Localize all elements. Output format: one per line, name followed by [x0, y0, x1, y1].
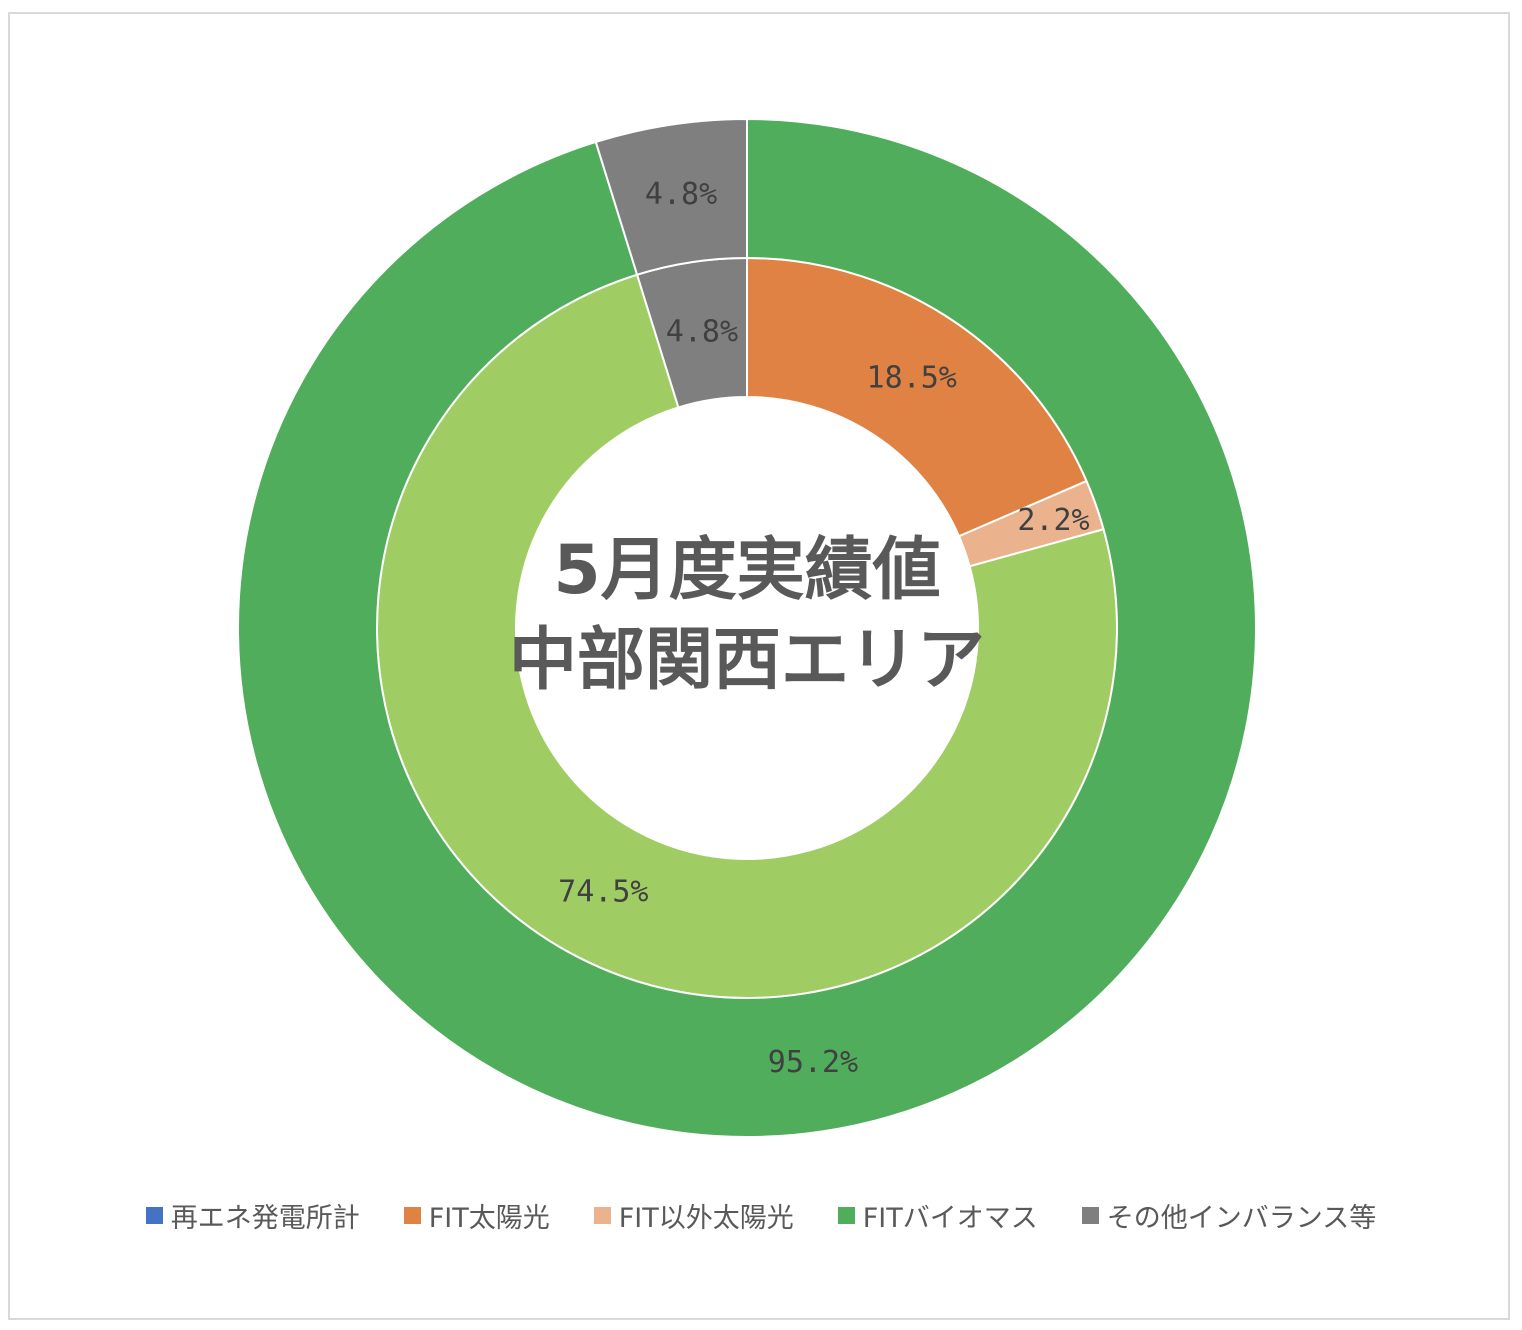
outer-slice-label: 4.8%: [645, 177, 717, 212]
legend-item: 再エネ発電所計: [145, 1196, 360, 1235]
legend-swatch: [593, 1207, 611, 1224]
legend-label: その他インバランス等: [1106, 1203, 1377, 1234]
legend-label: FIT以外太陽光: [618, 1203, 794, 1234]
outer-slice-label: 95.2%: [768, 1045, 858, 1080]
outer-ring-slice: [237, 117, 1257, 1138]
chart-title-line-1: 5月度実績値: [553, 531, 940, 610]
legend-item: FIT以外太陽光: [593, 1196, 794, 1235]
legend-item: FIT太陽光: [403, 1196, 550, 1235]
legend-item: その他インバランス等: [1081, 1196, 1377, 1235]
legend-swatch: [1081, 1207, 1099, 1224]
legend-swatch: [837, 1207, 855, 1224]
chart-rings: [237, 117, 1257, 1138]
inner-slice-label: 2.2%: [1017, 503, 1089, 538]
inner-slice-label: 18.5%: [867, 360, 957, 395]
legend-item: FITバイオマス: [837, 1196, 1038, 1235]
doughnut-chart: 18.5% 2.2% 74.5% 4.8% 95.2% 4.8% 5月度実績値 中部関西エ…: [237, 117, 1257, 1138]
chart-slice-labels: 18.5% 2.2% 74.5% 4.8% 95.2% 4.8%: [558, 177, 1089, 1080]
chart-legend: 再エネ発電所計 FIT太陽光 FIT以外太陽光 FITバイオマス その他インバラ…: [0, 1196, 1522, 1235]
legend-swatch: [403, 1207, 421, 1224]
legend-label: FIT太陽光: [428, 1203, 550, 1234]
inner-slice-label: 4.8%: [666, 314, 738, 349]
legend-label: FITバイオマス: [862, 1203, 1038, 1234]
inner-slice-label: 74.5%: [558, 874, 648, 909]
chart-title-line-2: 中部関西エリア: [509, 621, 985, 700]
legend-label: 再エネ発電所計: [170, 1203, 360, 1234]
legend-swatch: [145, 1207, 163, 1224]
outer-ring-slice: [594, 117, 748, 276]
